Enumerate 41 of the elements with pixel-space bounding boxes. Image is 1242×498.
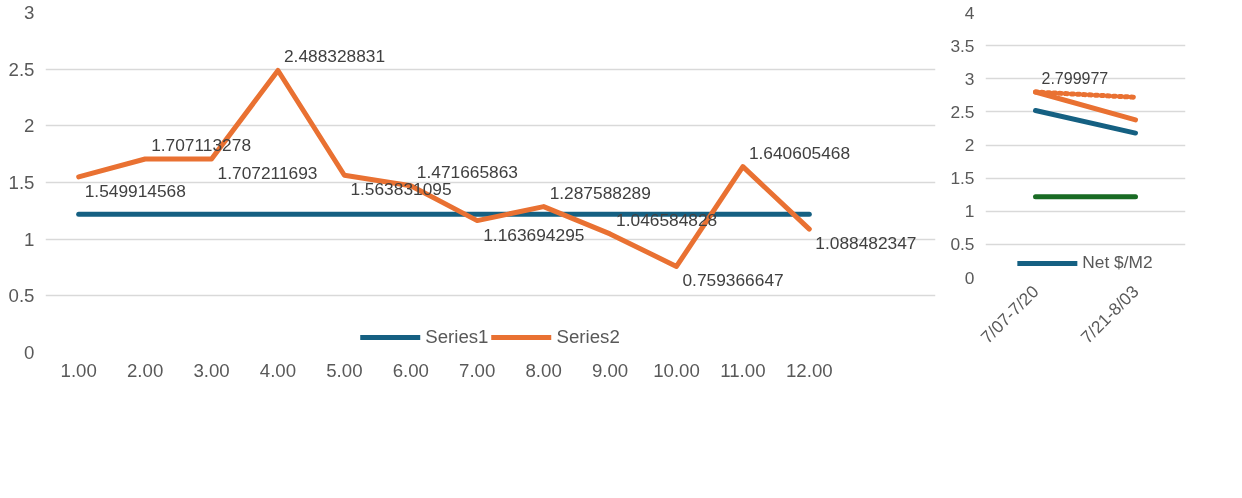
y-tick-label: 1 [24,228,35,250]
data-label: 1.088482347 [815,233,917,254]
y-tick-label: 1.5 [950,168,975,189]
data-label: 1.163694295 [483,224,585,245]
data-label: 1.549914568 [84,180,186,201]
x-tick-label: 12.00 [785,359,833,381]
y-tick-label: 3 [964,68,975,89]
y-tick-label: 3.5 [950,35,975,56]
data-label: 1.707211693 [217,163,318,184]
x-tick-label: 10.00 [653,359,700,381]
x-tick-label: 6.00 [392,359,429,381]
y-tick-label: 0 [964,267,975,288]
data-label: 1.287588289 [549,182,651,203]
legend-label: Series2 [556,326,620,348]
y-tick-label: 0 [24,342,35,363]
legend-label: Net $/M2 [1082,252,1153,273]
data-label: 1.640605468 [748,142,851,163]
y-tick-label: 1 [964,201,975,222]
y-tick-label: 1.5 [8,172,35,193]
x-tick-label: 4.00 [259,359,297,381]
y-tick-label: 2 [24,115,35,137]
y-tick-label: 2.5 [8,58,35,80]
x-tick-label: 3.00 [193,359,230,381]
x-tick-label: 9.00 [591,359,629,381]
y-tick-label: 2.5 [950,101,975,122]
x-tick-label: 5.00 [326,359,363,381]
y-tick-label: 3 [24,2,35,23]
data-label: 2.799977 [1041,70,1109,87]
y-tick-label: 4 [964,2,975,23]
x-tick-label: 8.00 [525,359,562,381]
data-label: 2.488328831 [283,46,386,67]
y-tick-label: 0.5 [8,285,35,307]
x-tick-label: 2.00 [126,359,164,381]
x-tick-label: 7.00 [459,359,496,381]
x-tick-label: 11.00 [720,359,766,381]
x-tick-label: 1.00 [60,359,97,381]
legend-label: Series1 [425,326,489,348]
data-label: 1.471665863 [416,161,518,182]
data-label: 0.759366647 [682,270,784,291]
y-tick-label: 2 [964,135,975,155]
y-tick-label: 0.5 [950,234,975,255]
